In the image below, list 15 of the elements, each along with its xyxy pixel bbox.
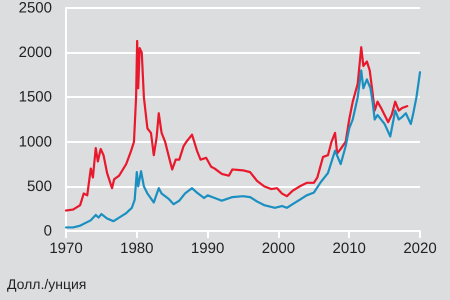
x-tick-label: 2010	[332, 240, 366, 257]
y-tick-label: 0	[44, 222, 52, 240]
y-tick-label: 1500	[18, 88, 52, 106]
line-series	[64, 69, 422, 229]
y-tick-label: 2000	[18, 44, 52, 62]
y-tick-label: 1000	[18, 133, 52, 150]
y-axis-title: Долл./унция	[7, 276, 86, 292]
y-tick-label: 500	[26, 178, 52, 195]
x-tick-label: 2000	[262, 240, 296, 257]
x-tick-label: 2020	[403, 240, 437, 257]
x-tick-label: 1970	[49, 240, 83, 257]
x-tick-label: 1990	[190, 240, 224, 257]
line-series	[64, 40, 408, 212]
y-tick-label: 2500	[18, 0, 52, 16]
x-tick-label: 1980	[120, 240, 154, 257]
